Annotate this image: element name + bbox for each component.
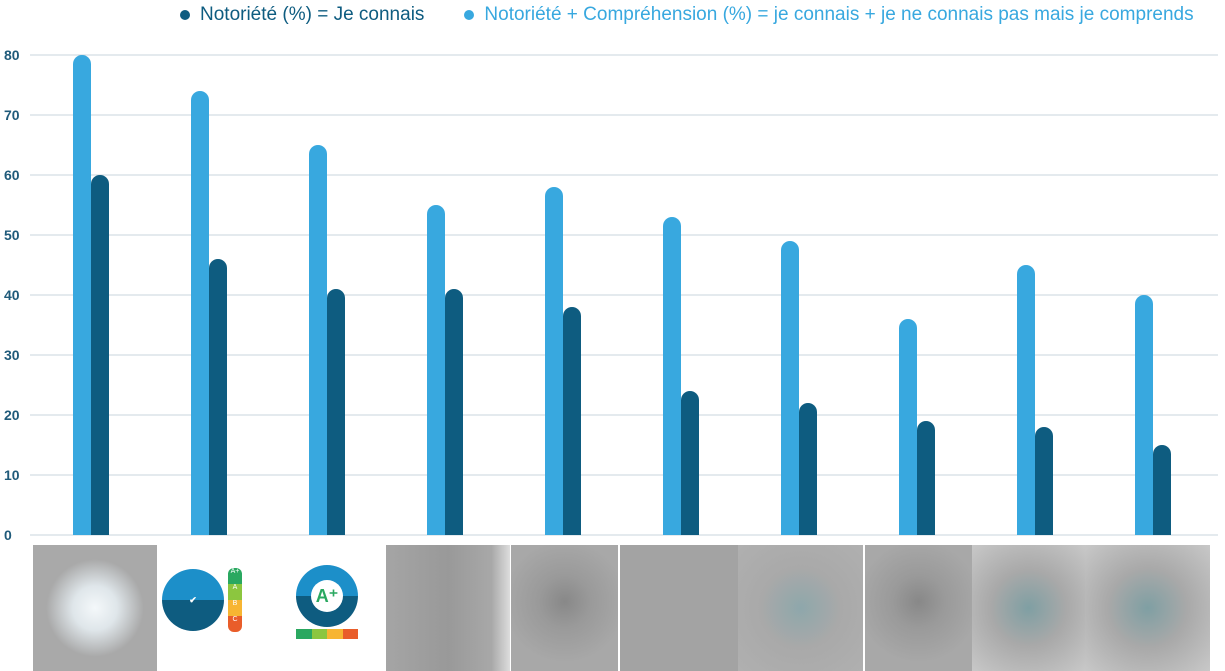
product-image-8 xyxy=(972,545,1085,671)
y-tick-label: 30 xyxy=(4,347,20,363)
bar-comprehension xyxy=(73,55,91,535)
y-tick-label: 60 xyxy=(4,167,20,183)
y-tick-label: 40 xyxy=(4,287,20,303)
legend-label: Notoriété + Compréhension (%) = je conna… xyxy=(484,4,1194,25)
bar-comprehension xyxy=(1017,265,1035,535)
bar-comprehension xyxy=(191,91,209,535)
bar-comprehension xyxy=(899,319,917,535)
product-image-5 xyxy=(620,545,738,671)
product-image-7 xyxy=(865,545,972,671)
bar-notoriete xyxy=(1153,445,1171,535)
legend-dot-dark xyxy=(180,10,190,20)
legend: Notoriété (%) = Je connais Notoriété + C… xyxy=(180,4,1194,26)
bar-notoriete xyxy=(1035,427,1053,535)
air-label-badge: ✔ xyxy=(162,569,224,631)
bar-notoriete xyxy=(917,421,935,535)
bar-notoriete xyxy=(681,391,699,535)
y-tick-label: 50 xyxy=(4,227,20,243)
bar-notoriete xyxy=(91,175,109,535)
derma-grade-bar xyxy=(296,629,358,639)
bar-notoriete xyxy=(209,259,227,535)
y-tick-label: 70 xyxy=(4,107,20,123)
bar-notoriete xyxy=(445,289,463,535)
bar-notoriete xyxy=(799,403,817,535)
bar-notoriete xyxy=(327,289,345,535)
product-image-3 xyxy=(386,545,510,671)
air-label-score-logo: ✔ A+ A B C xyxy=(162,568,242,632)
grade-scale: A+ A B C xyxy=(228,568,242,632)
bar-comprehension xyxy=(309,145,327,535)
derma-badge: A⁺ xyxy=(296,565,358,627)
bar-comprehension xyxy=(427,205,445,535)
bar-comprehension xyxy=(663,217,681,535)
y-tick-label: 0 xyxy=(4,527,12,543)
product-image-6 xyxy=(738,545,863,671)
bar-comprehension xyxy=(781,241,799,535)
bar-comprehension xyxy=(1135,295,1153,535)
product-image-4 xyxy=(511,545,618,671)
legend-label: Notoriété (%) = Je connais xyxy=(200,4,425,25)
product-image-1 xyxy=(33,545,157,671)
derma-score-label-logo: A⁺ xyxy=(296,565,358,639)
y-tick-label: 80 xyxy=(4,47,20,63)
legend-dot-light xyxy=(464,10,475,20)
bar-comprehension xyxy=(545,187,563,535)
y-tick-label: 10 xyxy=(4,467,20,483)
y-tick-label: 20 xyxy=(4,407,20,423)
bar-notoriete xyxy=(563,307,581,535)
product-image-9 xyxy=(1085,545,1210,671)
legend-item-comprehension: Notoriété + Compréhension (%) = je conna… xyxy=(464,4,1194,26)
bar-chart: 0 10 20 30 40 50 60 70 80 xyxy=(4,47,1218,543)
legend-item-notoriete: Notoriété (%) = Je connais xyxy=(180,4,424,26)
